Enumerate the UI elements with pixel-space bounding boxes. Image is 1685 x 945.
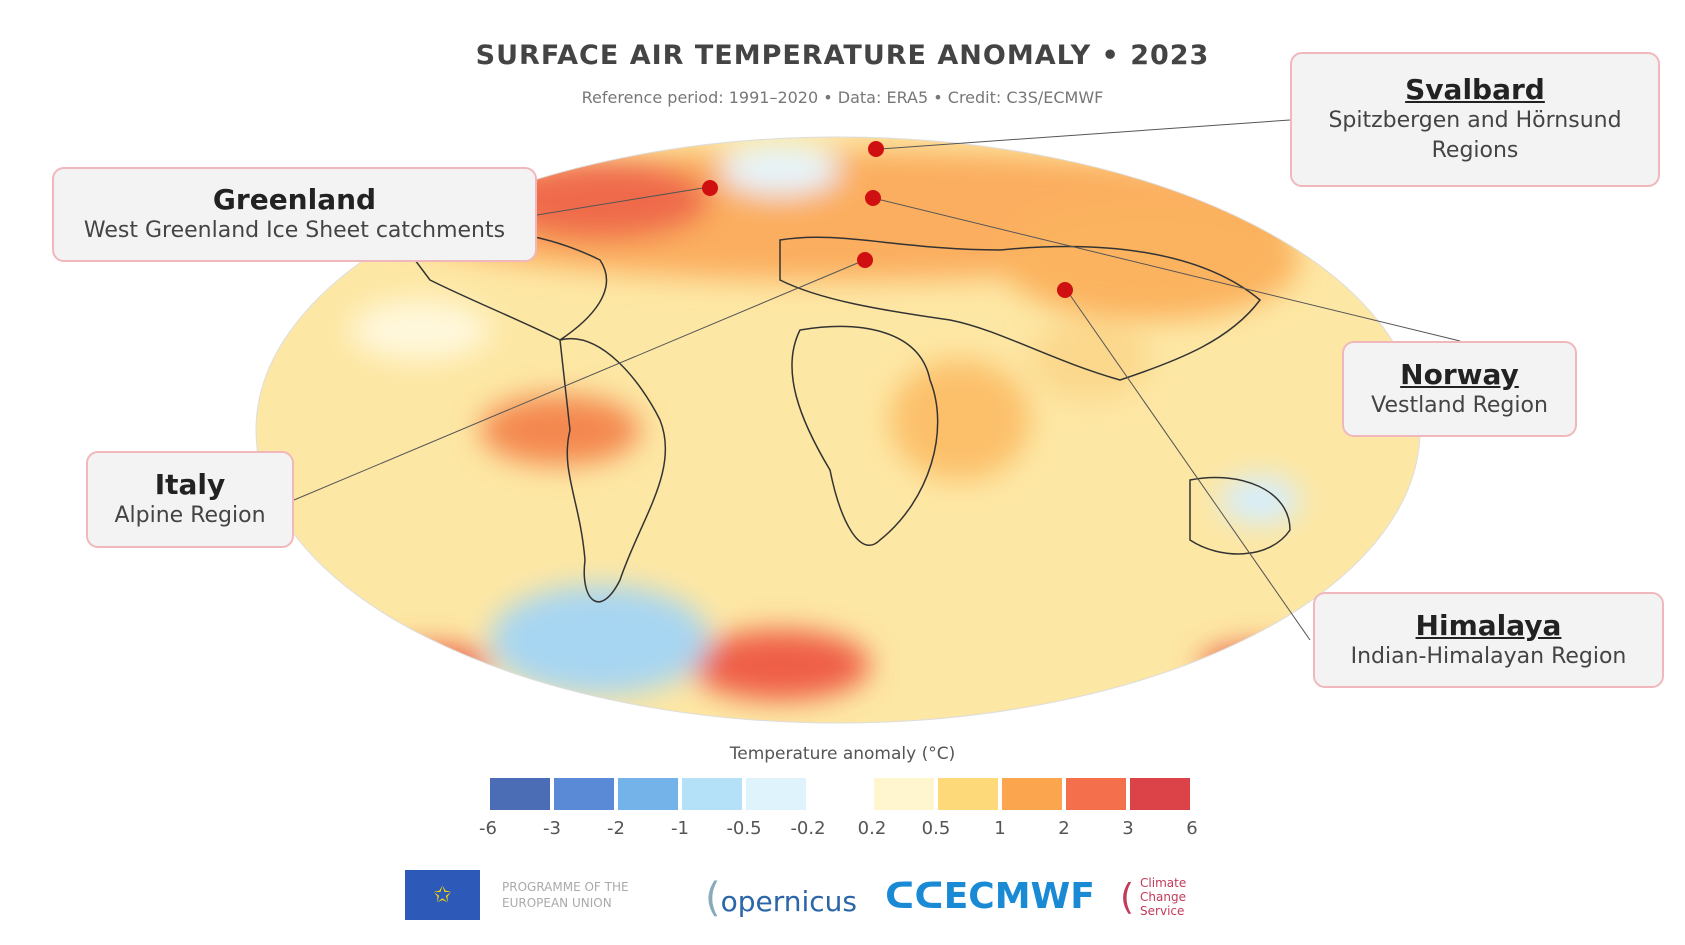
callout-subtitle: Alpine Region — [114, 503, 266, 529]
location-marker — [1057, 282, 1073, 298]
colorbar-tick-label: 2 — [1058, 818, 1070, 839]
location-marker — [868, 141, 884, 157]
ecmwf-text: ECMWF — [943, 876, 1095, 917]
callout-himalaya: Himalaya Indian-Himalayan Region — [1313, 592, 1664, 688]
callout-title: Greenland — [212, 183, 377, 217]
c3s-text: Climate Change Service — [1140, 876, 1187, 918]
c3s-thermometer-icon: ( — [1120, 876, 1135, 918]
callout-italy: Italy Alpine Region — [86, 451, 294, 548]
colorbar-tick-label: 3 — [1122, 818, 1134, 839]
chart-title: SURFACE AIR TEMPERATURE ANOMALY • 2023 — [475, 40, 1210, 71]
colorbar-tick-label: -6 — [479, 818, 497, 839]
colorbar-swatch — [490, 778, 550, 810]
leader-svalbard — [879, 119, 1291, 150]
colorbar-label: Temperature anomaly (°C) — [729, 744, 956, 764]
colorbar-swatch — [1130, 778, 1190, 810]
eu-programme-text: PROGRAMME OF THE EUROPEAN UNION — [502, 880, 629, 910]
copernicus-text: opernicus — [720, 885, 858, 918]
callout-title: Italy — [154, 468, 226, 502]
colorbar-swatch — [682, 778, 742, 810]
leader-himalaya — [1069, 294, 1311, 641]
location-marker — [865, 190, 881, 206]
colorbar-swatch — [1066, 778, 1126, 810]
ecmwf-symbol-icon: ᑕᑕ — [885, 876, 944, 917]
copernicus-c-icon: ( — [705, 875, 721, 921]
colorbar-tick-label: -3 — [543, 818, 561, 839]
colorbar-tick-label: 0.5 — [921, 818, 951, 839]
colorbar-swatch — [938, 778, 998, 810]
callout-svalbard: Svalbard Spitzbergen and Hörnsund Region… — [1290, 52, 1660, 187]
leader-italy — [293, 261, 861, 501]
colorbar-tick-label: 0.2 — [857, 818, 887, 839]
colorbar-swatch — [874, 778, 934, 810]
callout-greenland: Greenland West Greenland Ice Sheet catch… — [52, 167, 537, 262]
colorbar-swatch — [810, 778, 870, 810]
colorbar-tick-label: -2 — [607, 818, 625, 839]
location-marker — [702, 180, 718, 196]
callout-subtitle: Vestland Region — [1371, 392, 1548, 418]
colorbar-swatch — [746, 778, 806, 810]
colorbar-swatch — [618, 778, 678, 810]
copernicus-logo: (opernicus — [705, 875, 857, 921]
leader-greenland — [536, 187, 704, 216]
colorbar-tick-label: -0.5 — [726, 818, 762, 839]
chart-subtitle: Reference period: 1991–2020 • Data: ERA5… — [581, 88, 1104, 107]
callout-title: Svalbard — [1405, 73, 1545, 107]
leader-norway — [872, 197, 1461, 342]
eu-flag-logo: ✩ — [405, 870, 480, 920]
anomaly-south-cold — [490, 585, 710, 695]
callout-title: Himalaya — [1415, 608, 1562, 642]
colorbar-swatch — [554, 778, 614, 810]
location-marker — [857, 252, 873, 268]
callout-subtitle: Indian-Himalayan Region — [1350, 643, 1627, 669]
callout-subtitle: Spitzbergen and Hörnsund Regions — [1328, 108, 1622, 163]
callout-subtitle: West Greenland Ice Sheet catchments — [83, 218, 506, 244]
colorbar-tick-label: 6 — [1186, 818, 1198, 839]
colorbar-tick-label: -0.2 — [790, 818, 826, 839]
colorbar-swatch — [1002, 778, 1062, 810]
ecmwf-logo: ᑕᑕECMWF — [885, 876, 1095, 917]
callout-norway: Norway Vestland Region — [1342, 341, 1577, 437]
c3s-logo: (Climate Change Service — [1120, 876, 1280, 918]
callout-title: Norway — [1400, 357, 1519, 391]
colorbar-tick-label: -1 — [671, 818, 689, 839]
colorbar-tick-label: 1 — [994, 818, 1006, 839]
